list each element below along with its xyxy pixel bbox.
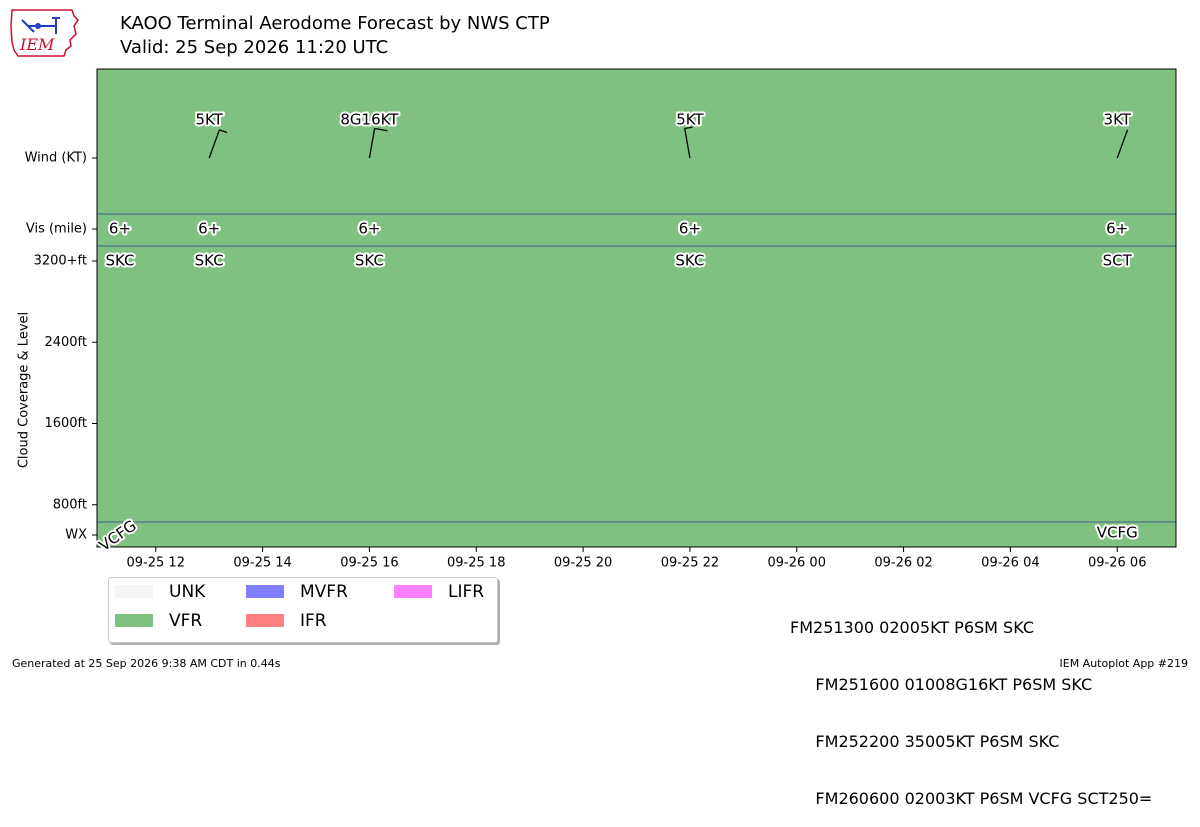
legend-label-mvfr: MVFR (300, 582, 348, 602)
y-row-label: Wind (KT) (25, 151, 87, 166)
visibility-label: 6+ (109, 220, 131, 238)
x-tick-label: 09-26 02 (874, 556, 932, 571)
wind-label: 5KT (195, 111, 223, 129)
legend-item-lifr: LIFR (394, 582, 484, 602)
y-cloud-tick-label: 3200+ft (34, 254, 87, 269)
y-row-label: WX (65, 528, 87, 543)
vfr-background (97, 69, 1176, 547)
legend-swatch-ifr (246, 614, 284, 627)
y-axis-label: Cloud Coverage & Level (17, 312, 32, 468)
legend-swatch-mvfr (246, 585, 284, 598)
legend-label-ifr: IFR (300, 611, 327, 631)
x-tick-label: 09-25 22 (661, 556, 719, 571)
y-row-label: Vis (mile) (26, 222, 87, 237)
cloud-label: SKC (355, 252, 384, 270)
wind-label: 5KT (676, 111, 704, 129)
plot-frame (96, 68, 1177, 548)
visibility-label: 6+ (679, 220, 701, 238)
footer-generated: Generated at 25 Sep 2026 9:38 AM CDT in … (12, 657, 281, 670)
legend-swatch-vfr (115, 614, 153, 627)
chart-title: KAOO Terminal Aerodome Forecast by NWS C… (120, 13, 550, 34)
legend-item-unk: UNK (115, 582, 205, 602)
wind-label: 3KT (1104, 111, 1132, 129)
cloud-label: SKC (105, 252, 134, 270)
visibility-label: 6+ (358, 220, 380, 238)
cloud-label: SCT (1103, 252, 1133, 270)
x-tick-label: 09-26 06 (1088, 556, 1146, 571)
legend-item-vfr: VFR (115, 611, 202, 631)
visibility-label: 6+ (1106, 220, 1128, 238)
legend-swatch-unk (115, 585, 153, 598)
x-tick-label: 09-25 20 (554, 556, 612, 571)
weather-label: VCFG (1097, 524, 1138, 542)
wind-label: 8G16KT (340, 111, 399, 129)
raw-taf-line: FM260600 02003KT P6SM VCFG SCT250= (790, 789, 1153, 808)
legend: UNK MVFR LIFR VFR IFR (108, 577, 498, 643)
iem-logo: IEM (8, 6, 80, 62)
raw-taf-line: FM251600 01008G16KT P6SM SKC (790, 675, 1093, 694)
cloud-label: SKC (675, 252, 704, 270)
legend-swatch-lifr (394, 585, 432, 598)
footer-app: IEM Autoplot App #219 (1059, 657, 1189, 670)
legend-item-mvfr: MVFR (246, 582, 348, 602)
wind-barb (684, 128, 691, 159)
x-tick-label: 09-25 16 (340, 556, 398, 571)
chart-subtitle: Valid: 25 Sep 2026 11:20 UTC (120, 37, 389, 58)
raw-taf: FM251300 02005KT P6SM SKC FM251600 01008… (790, 580, 1152, 827)
y-cloud-tick-label: 800ft (53, 497, 87, 512)
visibility-label: 6+ (198, 220, 220, 238)
legend-label-vfr: VFR (169, 611, 203, 631)
wind-barb-flag (374, 127, 388, 132)
x-tick-label: 09-25 12 (127, 556, 185, 571)
taf-chart: 09-25 12 09-25 14 09-25 16 09-25 18 09-25 20… (17, 68, 1177, 571)
logo-text: IEM (19, 35, 55, 54)
wind-barb (368, 128, 376, 159)
x-tick-label: 09-26 04 (981, 556, 1039, 571)
legend-item-ifr: IFR (246, 611, 327, 631)
wind-barb (1116, 129, 1129, 159)
x-tick-label: 09-25 18 (447, 556, 505, 571)
raw-taf-line: FM251300 02005KT P6SM SKC (790, 618, 1034, 637)
x-tick-label: 09-26 00 (768, 556, 826, 571)
raw-taf-line: FM252200 35005KT P6SM SKC (790, 732, 1060, 751)
cloud-label: SKC (195, 252, 224, 270)
wind-barb-flag (684, 126, 693, 130)
y-cloud-tick-label: 2400ft (44, 335, 87, 350)
wind-barb-flag (219, 129, 228, 134)
legend-label-lifr: LIFR (448, 582, 485, 602)
legend-label-unk: UNK (169, 582, 206, 602)
x-tick-label: 09-25 14 (233, 556, 291, 571)
y-cloud-tick-label: 1600ft (44, 416, 87, 431)
wind-barb (208, 129, 221, 159)
